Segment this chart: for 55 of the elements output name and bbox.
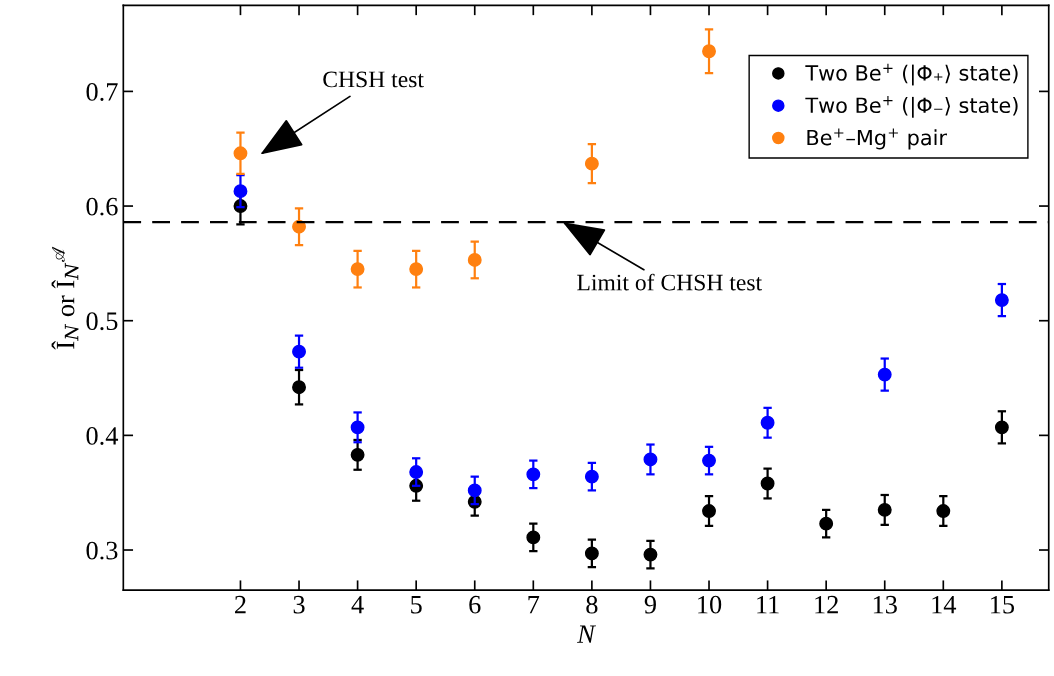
point (467, 483, 482, 498)
point (877, 502, 892, 517)
x-tick-label: 4 (351, 595, 364, 614)
point (350, 420, 365, 435)
y-tick-label: 0.3 (86, 541, 118, 560)
annotation: Limit of CHSH test (577, 273, 762, 291)
point (643, 452, 658, 467)
point (350, 447, 365, 462)
point (233, 184, 248, 199)
x-tick-label: 8 (586, 595, 598, 614)
y-tick-label: 0.4 (86, 426, 119, 445)
legend-label: Two Be$^{+}$ (|Φ₋⟩ state) (805, 96, 1018, 118)
y-axis-title: Î$_{N}$ or Î$_{N}$$^{𝒜}$ (51, 246, 79, 350)
y-tick-label: 0.7 (86, 83, 118, 101)
point (702, 453, 716, 468)
point (877, 367, 892, 382)
x-tick-label: 15 (991, 595, 1015, 614)
legend-label: Two Be$^{+}$ (|Φ₊⟩ state) (805, 63, 1018, 86)
point (584, 469, 599, 484)
point (994, 420, 1009, 435)
point (409, 262, 424, 277)
point (350, 262, 365, 277)
point (233, 146, 248, 161)
point (467, 252, 482, 267)
point (409, 465, 424, 479)
point (584, 546, 599, 561)
legend-label: Be$^{+}$–Mg$^{+}$ pair (807, 128, 947, 150)
point (292, 344, 306, 359)
point (292, 380, 306, 395)
annotation: CHSH test (323, 71, 424, 88)
point (760, 476, 775, 491)
point (994, 293, 1009, 308)
x-tick-label: 12 (815, 595, 838, 614)
point (819, 516, 834, 531)
point (702, 504, 716, 518)
y-tick-label: 0.5 (86, 312, 118, 331)
y-tick-label: 0.6 (86, 197, 118, 216)
x-tick-label: 14 (932, 595, 957, 614)
point (584, 156, 599, 171)
point (760, 415, 775, 430)
x-tick-label: 7 (528, 596, 540, 614)
x-tick-label: 13 (873, 595, 897, 614)
x-tick-label: 11 (757, 595, 779, 614)
point (526, 530, 541, 545)
point (702, 44, 716, 59)
point (526, 467, 541, 482)
x-tick-label: 10 (698, 595, 722, 614)
x-tick-label: 3 (293, 595, 305, 614)
point (936, 504, 951, 518)
point (643, 547, 658, 562)
x-tick-label: 6 (469, 595, 481, 614)
x-tick-label: 9 (644, 595, 656, 614)
x-axis-title: N (577, 625, 597, 643)
x-tick-label: 2 (235, 595, 246, 614)
x-tick-label: 5 (411, 596, 422, 614)
